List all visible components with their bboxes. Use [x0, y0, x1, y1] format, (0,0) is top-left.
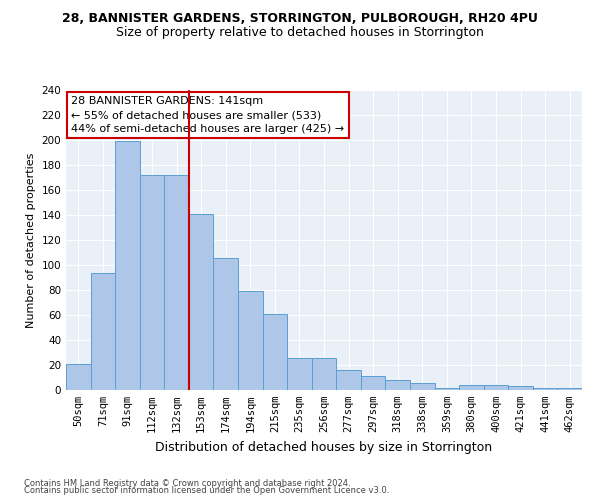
Y-axis label: Number of detached properties: Number of detached properties: [26, 152, 36, 328]
Text: 28 BANNISTER GARDENS: 141sqm
← 55% of detached houses are smaller (533)
44% of s: 28 BANNISTER GARDENS: 141sqm ← 55% of de…: [71, 96, 344, 134]
Bar: [336, 370, 361, 390]
Bar: [410, 382, 434, 390]
Bar: [115, 141, 140, 390]
Text: 28, BANNISTER GARDENS, STORRINGTON, PULBOROUGH, RH20 4PU: 28, BANNISTER GARDENS, STORRINGTON, PULB…: [62, 12, 538, 26]
Text: Size of property relative to detached houses in Storrington: Size of property relative to detached ho…: [116, 26, 484, 39]
Bar: [238, 291, 263, 390]
Bar: [287, 358, 312, 390]
Bar: [533, 388, 557, 390]
Text: Contains HM Land Registry data © Crown copyright and database right 2024.: Contains HM Land Registry data © Crown c…: [24, 478, 350, 488]
Bar: [164, 175, 189, 390]
Bar: [361, 376, 385, 390]
Bar: [312, 358, 336, 390]
Bar: [385, 380, 410, 390]
Bar: [66, 364, 91, 390]
Bar: [459, 385, 484, 390]
Bar: [214, 258, 238, 390]
Bar: [189, 214, 214, 390]
Bar: [91, 272, 115, 390]
Bar: [140, 175, 164, 390]
Bar: [484, 385, 508, 390]
Bar: [434, 388, 459, 390]
Bar: [263, 314, 287, 390]
Bar: [508, 386, 533, 390]
X-axis label: Distribution of detached houses by size in Storrington: Distribution of detached houses by size …: [155, 440, 493, 454]
Bar: [557, 388, 582, 390]
Text: Contains public sector information licensed under the Open Government Licence v3: Contains public sector information licen…: [24, 486, 389, 495]
